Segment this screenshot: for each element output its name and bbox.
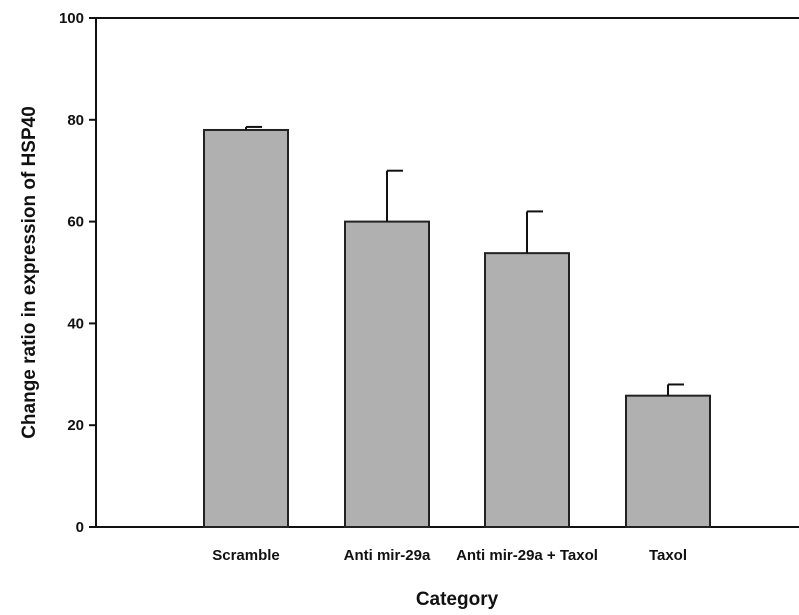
bar — [203, 128, 289, 528]
x-tick-label: Anti mir-29a + Taxol — [456, 547, 598, 564]
x-axis-title: Category — [416, 589, 499, 610]
y-tick-label: 20 — [67, 417, 84, 434]
y-tick-label: 60 — [67, 214, 84, 231]
y-axis-title: Change ratio in expression of HSP40 — [19, 106, 40, 439]
x-tick-label: Anti mir-29a — [344, 547, 431, 564]
x-tick-label: Taxol — [649, 547, 687, 564]
bar — [484, 252, 570, 529]
y-tick-label: 100 — [59, 10, 84, 27]
bar — [344, 220, 430, 528]
y-tick-label: 40 — [67, 315, 84, 332]
x-axis-tick-labels: Scramble Anti mir-29a Anti mir-29a + Taxol… — [212, 547, 687, 564]
bars — [203, 128, 711, 529]
y-tick-label: 80 — [67, 112, 84, 129]
y-tick-label: 0 — [76, 519, 84, 536]
error-bars — [245, 125, 684, 396]
bar — [625, 394, 711, 529]
x-tick-label: Scramble — [212, 547, 280, 564]
y-axis-ticks: 0 20 40 60 80 100 — [59, 10, 96, 536]
